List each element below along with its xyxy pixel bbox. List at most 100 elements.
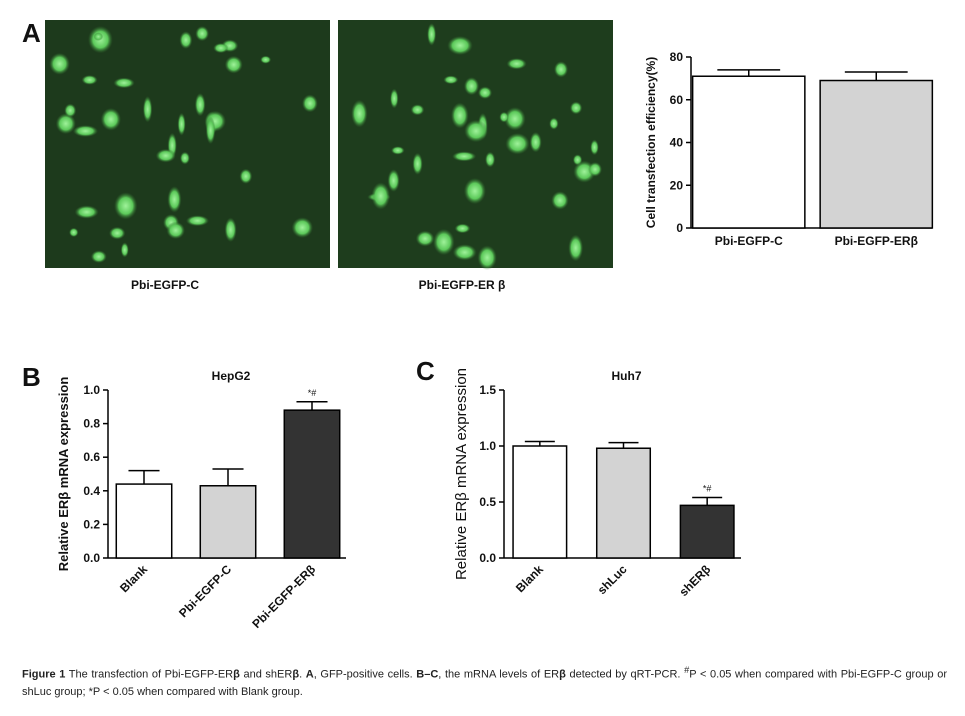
- cell: [113, 77, 135, 89]
- cell: [55, 113, 76, 135]
- cell: [179, 151, 190, 165]
- y-axis-label: Relative ERβ mRNA expression: [56, 377, 71, 572]
- chart-title: HepG2: [212, 369, 251, 383]
- figure: A B C Pbi-EGFP-C Pbi-EGFP-ER β 0 20 40 60 80…: [22, 18, 934, 631]
- bar: [679, 504, 735, 559]
- cell: [351, 99, 368, 128]
- cell: [463, 177, 486, 205]
- caption-run: β: [559, 668, 566, 681]
- caption-run: #: [684, 665, 690, 675]
- cell: [72, 125, 99, 137]
- y-tick-label: 0.2: [83, 517, 100, 531]
- panel-label: A: [22, 18, 41, 48]
- cell: [93, 32, 104, 41]
- caption-run: β: [233, 668, 240, 681]
- caption-run: P < 0.05 when compared with Pbi-EGFP-C g…: [22, 668, 947, 698]
- y-tick-label: 0.5: [479, 495, 496, 509]
- bar: [595, 447, 652, 559]
- caption-run: , the mRNA levels of ER: [438, 668, 560, 681]
- y-tick-label: 20: [670, 178, 684, 192]
- cell: [463, 77, 480, 96]
- caption-run: B–C: [416, 668, 439, 681]
- cell: [108, 226, 126, 240]
- cell: [64, 103, 77, 118]
- bar: [115, 483, 173, 559]
- image-caption: Pbi-EGFP-C: [131, 278, 199, 292]
- chart-title: Huh7: [612, 369, 642, 383]
- bar: [199, 485, 257, 559]
- cell: [588, 161, 603, 177]
- cell: [412, 152, 423, 175]
- cell: [506, 58, 527, 70]
- caption-run: Figure 1: [22, 668, 66, 681]
- micrograph: [338, 20, 613, 268]
- y-tick-label: 40: [670, 136, 684, 150]
- cell: [90, 250, 107, 263]
- y-tick-label: 0.4: [83, 484, 100, 498]
- cell: [499, 111, 509, 123]
- cell: [529, 131, 542, 153]
- cell: [177, 112, 186, 136]
- cell: [239, 168, 253, 184]
- caption-run: A: [305, 668, 314, 681]
- bar: [819, 79, 934, 229]
- cell: [69, 227, 79, 238]
- cell: [551, 191, 569, 210]
- x-tick-label: Pbi-EGFP-C: [715, 234, 783, 248]
- cell: [155, 148, 176, 163]
- y-axis-label: Relative ERβ mRNA expression: [453, 368, 470, 580]
- cell: [291, 217, 314, 239]
- bar: [691, 75, 806, 229]
- caption-run: β: [292, 668, 300, 681]
- cell: [195, 26, 210, 42]
- cell: [427, 22, 437, 46]
- y-tick-label: 0.8: [83, 417, 100, 431]
- cell: [260, 55, 272, 64]
- cell: [100, 107, 122, 131]
- cell: [389, 88, 399, 109]
- cell: [185, 215, 210, 227]
- cell: [120, 242, 129, 258]
- cell: [464, 119, 489, 143]
- y-tick-label: 60: [670, 93, 684, 107]
- cell: [81, 75, 98, 85]
- x-tick-label: shLuc: [595, 562, 630, 597]
- y-tick-label: 0.0: [479, 551, 496, 565]
- x-tick-label: Blank: [117, 562, 150, 595]
- y-tick-label: 1.0: [479, 439, 496, 453]
- x-tick-label: Pbi-EGFP-ERβ: [835, 234, 918, 248]
- cell: [549, 117, 559, 130]
- y-tick-label: 1.0: [83, 383, 100, 397]
- cell: [443, 75, 459, 85]
- cell: [49, 52, 70, 75]
- cell: [454, 223, 471, 234]
- cell: [213, 42, 229, 54]
- cell: [194, 92, 206, 117]
- cell: [505, 132, 530, 155]
- x-tick-label: Pbi-EGFP-C: [176, 562, 234, 620]
- cell: [387, 169, 400, 192]
- cell: [590, 139, 599, 156]
- cell: [301, 94, 318, 113]
- cell: [371, 182, 391, 210]
- cell: [205, 116, 216, 145]
- bar: [512, 445, 568, 559]
- x-tick-label: Blank: [513, 562, 546, 595]
- x-tick-label: shERβ: [677, 562, 714, 599]
- figure-caption: Figure 1 The transfection of Pbi-EGFP-ER…: [22, 662, 947, 701]
- cells: [49, 22, 603, 270]
- y-tick-label: 80: [670, 50, 684, 64]
- cell: [410, 104, 425, 116]
- y-tick-label: 1.5: [479, 383, 496, 397]
- cell: [447, 35, 473, 56]
- caption-run: The transfection of Pbi-EGFP-ER: [65, 668, 234, 681]
- annotation: *#: [308, 388, 317, 398]
- caption-run: detected by qRT-PCR.: [565, 668, 685, 681]
- panel-label: C: [416, 356, 435, 386]
- cell: [477, 245, 497, 270]
- y-tick-label: 0.6: [83, 450, 100, 464]
- bar: [283, 409, 341, 559]
- x-tick-label: Pbi-EGFP-ERβ: [249, 562, 318, 631]
- cell: [179, 31, 193, 49]
